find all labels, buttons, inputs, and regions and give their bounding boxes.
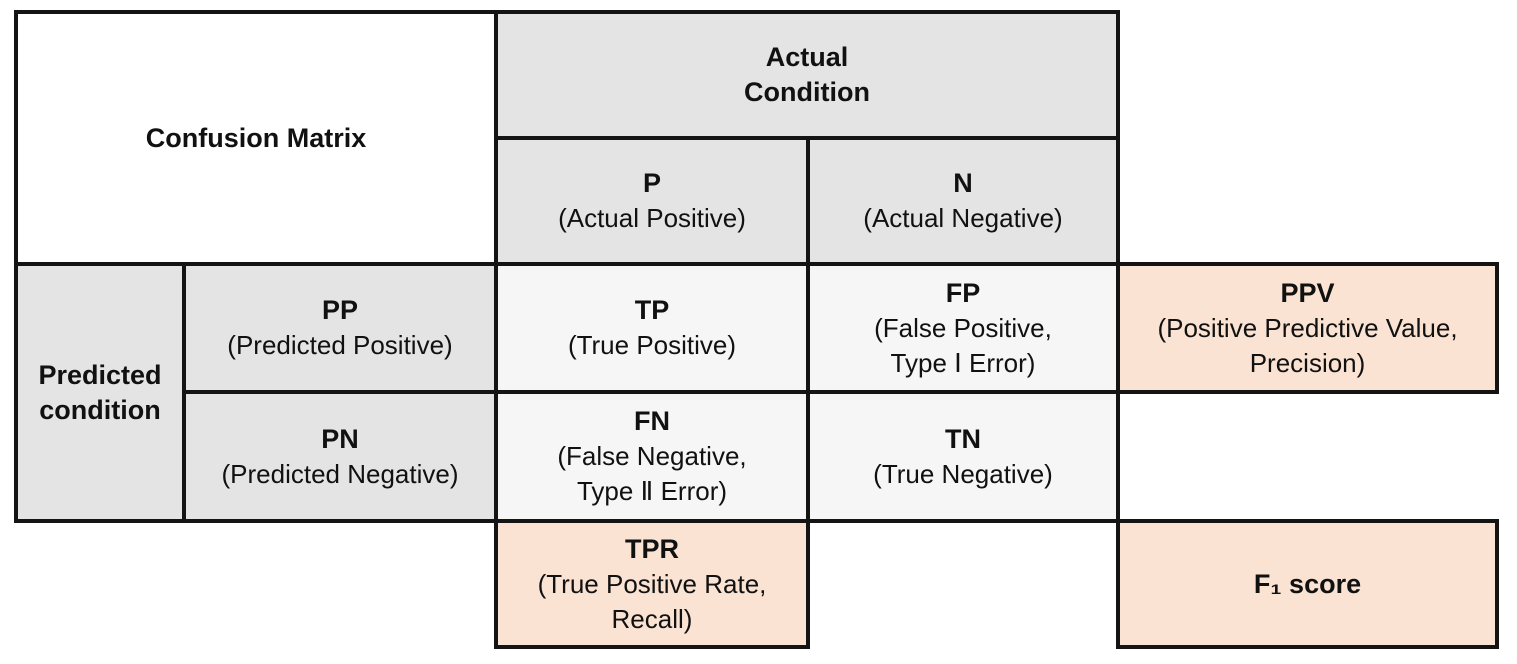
cell-predicted-negative: PN (Predicted Negative) — [184, 392, 496, 521]
cell-desc: (False Positive, Type Ⅰ Error) — [874, 312, 1052, 378]
cell-desc: (Actual Negative) — [863, 203, 1063, 233]
table-border-row1-row2 — [494, 136, 1120, 140]
table-border-col4-col5 — [1116, 10, 1120, 649]
diagram-title: Confusion Matrix — [145, 122, 367, 153]
cell-false-positive: FP (False Positive, Type Ⅰ Error) — [808, 264, 1118, 392]
cell-abbr: PP — [321, 295, 359, 325]
cell-actual-positive: P (Actual Positive) — [496, 138, 808, 264]
cell-abbr: PN — [321, 423, 359, 454]
cell-f1-score: F₁ score — [1118, 521, 1497, 647]
cell-desc: (Predicted Positive) — [227, 330, 453, 360]
cell-abbr: N — [953, 168, 973, 198]
cell-desc: (Actual Positive) — [558, 203, 746, 233]
table-border-col2-col3 — [494, 10, 498, 649]
cell-abbr: TPR — [625, 533, 679, 564]
cell-true-negative: TN (True Negative) — [808, 392, 1118, 521]
table-border-bottom-f1 — [1116, 645, 1499, 649]
cell-predicted-condition-header: Predicted condition — [16, 264, 184, 521]
predicted-condition-label: Predicted condition — [38, 359, 162, 425]
cell-predicted-positive: PP (Predicted Positive) — [184, 264, 496, 392]
cell-actual-negative: N (Actual Negative) — [808, 138, 1118, 264]
table-border-row2-row3 — [14, 262, 1499, 266]
table-border-top — [14, 10, 1120, 14]
cell-abbr: F₁ score — [1253, 568, 1362, 599]
cell-title: Confusion Matrix — [16, 12, 496, 264]
cell-desc: (True Positive) — [567, 330, 737, 360]
table-border-left — [14, 10, 18, 523]
table-border-right-f1 — [1495, 519, 1499, 649]
cell-tpr-recall: TPR (True Positive Rate, Recall) — [496, 521, 808, 647]
cell-desc: (Predicted Negative) — [221, 458, 459, 489]
cell-abbr: TN — [945, 423, 981, 454]
cell-abbr: FP — [945, 277, 981, 308]
cell-abbr: P — [642, 168, 661, 198]
cell-ppv-precision: PPV (Positive Predictive Value, Precisio… — [1118, 264, 1497, 392]
cell-abbr: PPV — [1280, 277, 1335, 308]
cell-abbr: TP — [634, 295, 670, 325]
cell-desc: (True Negative) — [873, 458, 1053, 489]
cell-actual-condition-header: Actual Condition — [496, 12, 1118, 138]
actual-condition-label: Actual Condition — [744, 42, 870, 107]
cell-desc: (Positive Predictive Value, Precision) — [1157, 312, 1458, 378]
table-border-row3-row4 — [182, 390, 1499, 394]
table-border-row4-row5 — [14, 519, 1499, 523]
cell-desc: (True Positive Rate, Recall) — [537, 568, 767, 634]
cell-desc: (False Negative, Type Ⅱ Error) — [557, 441, 747, 506]
cell-true-positive: TP (True Positive) — [496, 264, 808, 392]
cell-false-negative: FN (False Negative, Type Ⅱ Error) — [496, 392, 808, 521]
table-border-bottom-tpr — [494, 645, 810, 649]
table-border-right-ppv — [1495, 262, 1499, 394]
cell-abbr: FN — [634, 406, 670, 436]
